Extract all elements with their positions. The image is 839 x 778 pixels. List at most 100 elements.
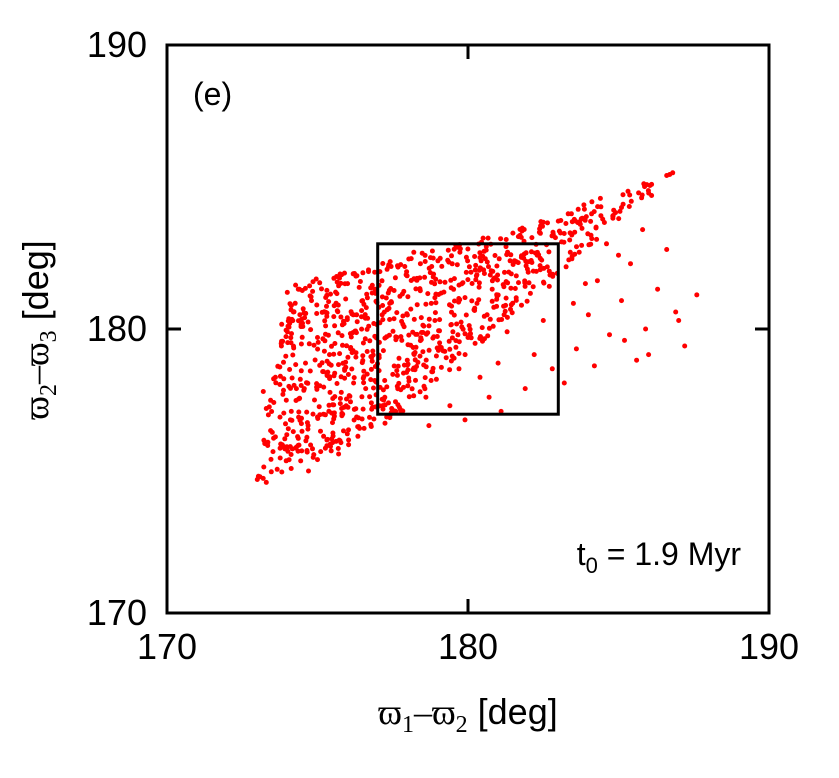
- data-point: [531, 352, 537, 358]
- data-point: [315, 416, 321, 421]
- xlabel-sub-b: 2: [456, 712, 468, 738]
- data-point: [526, 259, 531, 265]
- data-point: [290, 318, 296, 324]
- data-point: [260, 389, 266, 394]
- data-point: [271, 435, 277, 441]
- data-point: [394, 334, 400, 340]
- data-point: [462, 417, 468, 423]
- data-point: [295, 442, 301, 448]
- data-point: [372, 269, 378, 275]
- data-point: [452, 298, 457, 304]
- data-point: [300, 306, 306, 312]
- data-point: [285, 318, 291, 324]
- data-point: [585, 231, 591, 237]
- data-point: [361, 425, 367, 431]
- data-point: [510, 230, 516, 236]
- data-point: [422, 375, 428, 381]
- data-point: [299, 428, 305, 434]
- data-point: [324, 437, 330, 443]
- data-point: [265, 443, 271, 448]
- data-point: [330, 402, 336, 408]
- data-point: [311, 342, 317, 348]
- data-point: [371, 385, 376, 391]
- data-point: [266, 404, 272, 410]
- data-point: [404, 273, 410, 279]
- data-point: [413, 377, 418, 383]
- data-point: [346, 393, 352, 399]
- data-point: [298, 368, 304, 374]
- data-point: [449, 309, 454, 315]
- data-point: [312, 397, 317, 403]
- data-point: [335, 309, 341, 315]
- data-point: [368, 377, 374, 383]
- data-point: [308, 442, 314, 448]
- data-point: [325, 369, 331, 375]
- data-point: [429, 264, 435, 269]
- data-point: [310, 446, 315, 452]
- data-point: [411, 249, 417, 255]
- data-point: [491, 304, 497, 310]
- data-point: [472, 308, 478, 313]
- data-point: [349, 350, 355, 356]
- data-point: [309, 298, 314, 304]
- data-point: [468, 335, 474, 341]
- data-point: [477, 250, 483, 256]
- data-point: [370, 348, 376, 354]
- data-point: [448, 277, 454, 283]
- data-point: [417, 353, 423, 359]
- data-point: [469, 298, 475, 304]
- ylabel-unit: [deg]: [15, 240, 56, 330]
- data-point: [328, 448, 334, 454]
- data-point: [549, 366, 555, 372]
- data-point: [451, 246, 457, 252]
- data-point: [388, 299, 394, 305]
- data-point: [626, 204, 632, 209]
- data-point: [422, 259, 428, 264]
- data-point: [289, 446, 295, 452]
- data-point: [423, 357, 429, 363]
- data-point: [293, 282, 299, 288]
- data-point: [302, 315, 308, 321]
- data-point: [386, 400, 391, 406]
- data-point: [472, 254, 478, 259]
- data-point: [391, 316, 397, 322]
- data-point: [418, 337, 424, 343]
- data-point: [646, 352, 652, 358]
- data-point: [346, 442, 352, 448]
- data-point: [387, 317, 393, 322]
- data-point: [628, 198, 634, 204]
- data-point: [346, 427, 351, 433]
- data-point: [501, 284, 507, 290]
- data-point: [261, 464, 267, 470]
- data-point: [359, 416, 365, 422]
- data-point: [284, 446, 290, 452]
- data-point: [524, 298, 530, 304]
- xlabel-sub-a: 1: [402, 712, 414, 738]
- data-point: [298, 341, 304, 347]
- data-point: [303, 310, 309, 316]
- data-point: [320, 369, 326, 375]
- data-point: [367, 338, 373, 344]
- data-point: [263, 479, 269, 485]
- data-point: [344, 317, 350, 323]
- data-point: [277, 414, 283, 420]
- highlight-box: [376, 242, 560, 416]
- data-point: [620, 192, 626, 198]
- data-point: [643, 326, 649, 332]
- data-point: [406, 332, 412, 338]
- data-point: [556, 228, 562, 234]
- data-point: [617, 208, 623, 214]
- data-point: [581, 202, 587, 208]
- data-point: [317, 383, 323, 389]
- data-point: [437, 340, 443, 346]
- data-point: [489, 286, 495, 292]
- data-point: [328, 362, 334, 368]
- data-point: [345, 372, 351, 377]
- data-point: [362, 315, 368, 321]
- data-point: [439, 263, 445, 269]
- data-point: [310, 411, 316, 417]
- data-points: [254, 170, 700, 485]
- data-point: [321, 384, 327, 390]
- data-point: [382, 420, 388, 426]
- data-point: [457, 249, 463, 255]
